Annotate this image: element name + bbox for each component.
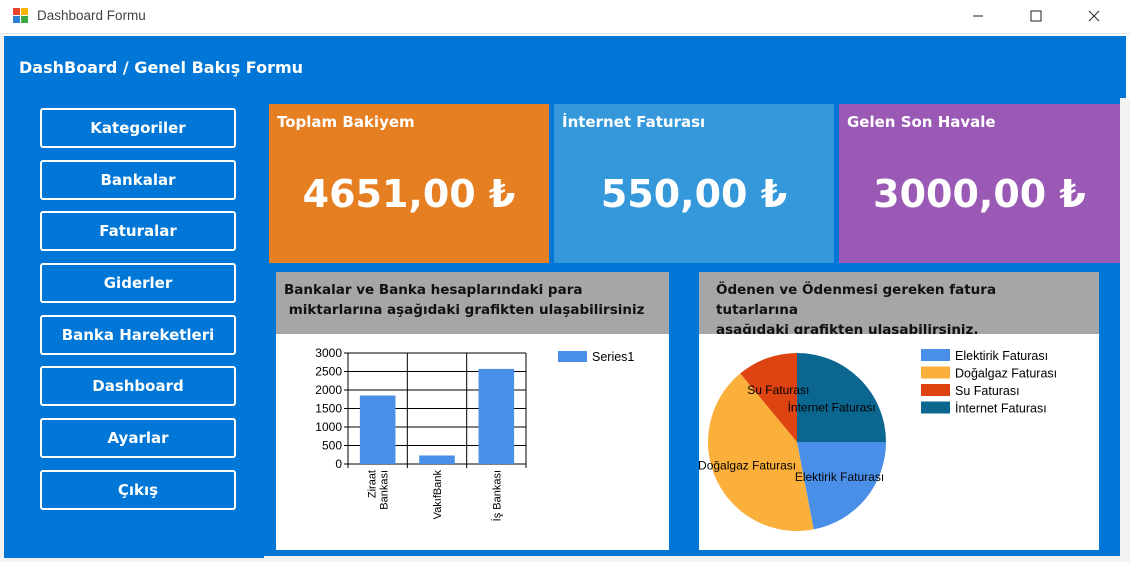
bank-panel-heading-line1: Bankalar ve Banka hesaplarındaki para [284, 282, 583, 298]
y-tick-label: 3000 [315, 346, 342, 360]
x-tick-label: Ziraat Bankası [367, 470, 391, 510]
window-frame-left [0, 34, 4, 562]
legend-label: Elektirik Faturası [955, 349, 1048, 363]
sidebar-item-faturalar[interactable]: Faturalar [40, 211, 236, 251]
y-tick-label: 1500 [315, 402, 342, 416]
pie-slice-label: Elektirik Faturası [795, 470, 884, 484]
legend-swatch [921, 401, 950, 414]
y-tick-label: 500 [322, 439, 342, 453]
maximize-icon [1030, 10, 1042, 22]
sidebar-item-ayarlar[interactable]: Ayarlar [40, 418, 236, 458]
window-titlebar: Dashboard Formu [0, 0, 1130, 34]
pie-slice-label: Doğalgaz Faturası [699, 458, 796, 472]
bar [419, 455, 455, 464]
total-balance-card: Toplam Bakiyem 4651,00 ₺ [269, 104, 549, 263]
window-title: Dashboard Formu [37, 8, 146, 23]
legend-swatch [921, 366, 950, 379]
page-title: DashBoard / Genel Bakış Formu [19, 58, 304, 77]
sidebar-item-dashboard[interactable]: Dashboard [40, 366, 236, 406]
x-tick-label-line: Ziraat [367, 470, 379, 498]
y-tick-label: 0 [335, 457, 342, 471]
bank-balance-bar-chart: 0 500 1000 1500 2000 2500 3000 Ziraat Bankası Vak… [315, 346, 634, 521]
bar [359, 395, 396, 464]
pie-slice-label: Su Faturası [747, 383, 809, 397]
bill-panel-heading-line1: Ödenen ve Ödenmesi gereken fatura tutarl… [716, 282, 997, 318]
x-tick-label: VakıfBank [432, 470, 444, 520]
card-value: 3000,00 ₺ [873, 172, 1086, 216]
pie-slice-label: İnternet Faturası [788, 400, 876, 414]
pie-slice [740, 353, 797, 442]
close-icon [1088, 10, 1100, 22]
sidebar: Kategoriler Bankalar Faturalar Giderler … [4, 98, 264, 558]
y-tick-label: 2500 [315, 365, 342, 379]
legend-label: İnternet Faturası [955, 402, 1047, 416]
legend-label: Su Faturası [955, 384, 1020, 398]
internet-bill-card: İnternet Faturası 550,00 ₺ [554, 104, 834, 263]
bar [478, 368, 515, 464]
card-title: İnternet Faturası [562, 113, 706, 131]
sidebar-item-giderler[interactable]: Giderler [40, 263, 236, 303]
window-frame-right [1120, 98, 1130, 562]
legend-label: Doğalgaz Faturası [955, 367, 1057, 381]
y-tick-label: 2000 [315, 383, 342, 397]
app-icon [13, 8, 29, 24]
maximize-button[interactable] [1010, 0, 1062, 32]
legend-swatch [558, 351, 587, 362]
legend-swatch [921, 384, 950, 396]
last-transfer-card: Gelen Son Havale 3000,00 ₺ [839, 104, 1120, 263]
bill-panel-heading: Ödenen ve Ödenmesi gereken fatura tutarl… [699, 272, 1099, 338]
sidebar-item-bankalar[interactable]: Bankalar [40, 160, 236, 200]
card-title: Toplam Bakiyem [277, 113, 415, 131]
window-frame-bottom [0, 556, 1130, 562]
sidebar-item-kategoriler[interactable]: Kategoriler [40, 108, 236, 148]
page-header: DashBoard / Genel Bakış Formu [4, 36, 1126, 98]
bill-chart-panel: Elektirik Faturası Doğalgaz Faturası Su Fa… [698, 334, 1099, 550]
close-button[interactable] [1068, 0, 1120, 32]
pie-slice [797, 353, 886, 442]
pie-slice [708, 373, 814, 531]
sidebar-item-banka-hareketleri[interactable]: Banka Hareketleri [40, 315, 236, 355]
y-tick-label: 1000 [315, 420, 342, 434]
bank-panel-heading-line2: miktarlarına aşağıdaki grafikten ulaşabi… [284, 302, 645, 318]
card-value: 550,00 ₺ [600, 172, 788, 216]
legend-label: Series1 [592, 350, 634, 364]
main-content: Toplam Bakiyem 4651,00 ₺ İnternet Fatura… [264, 98, 1120, 556]
card-value: 4651,00 ₺ [302, 172, 516, 216]
minimize-button[interactable] [952, 0, 1004, 32]
pie-slice [797, 442, 886, 530]
card-title: Gelen Son Havale [847, 113, 996, 131]
x-tick-label: İş Bankası [490, 470, 503, 521]
sidebar-item-cikis[interactable]: Çıkış [40, 470, 236, 510]
legend-swatch [921, 349, 950, 361]
bank-panel-heading: Bankalar ve Banka hesaplarındaki para mi… [276, 272, 669, 334]
x-tick-label-line: VakıfBank [432, 470, 444, 520]
x-tick-label-line: İş Bankası [490, 470, 503, 521]
minimize-icon [973, 15, 983, 17]
bank-chart-panel: 0 500 1000 1500 2000 2500 3000 Ziraat Bankası Vak… [276, 334, 669, 550]
x-tick-label-line: Bankası [379, 470, 391, 510]
